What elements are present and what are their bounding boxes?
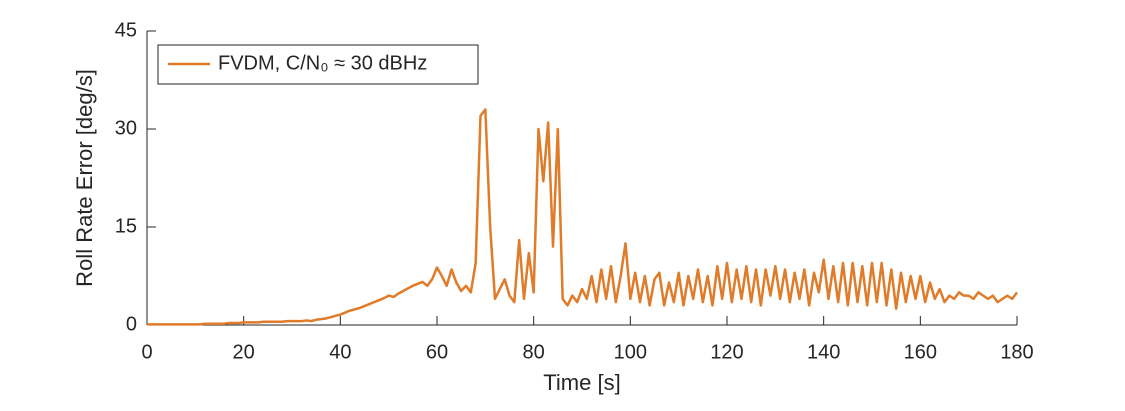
x-tick-label: 60 — [426, 341, 448, 363]
data-line — [147, 108, 1019, 326]
x-tick-label: 20 — [233, 341, 255, 363]
x-axis-label: Time [s] — [543, 370, 620, 395]
y-tick-label: 30 — [115, 117, 137, 139]
x-tick-label: 100 — [614, 341, 647, 363]
legend-box — [157, 44, 479, 85]
x-tick-label: 80 — [523, 341, 545, 363]
x-tick-label: 120 — [710, 341, 743, 363]
y-tick-label: 0 — [126, 313, 137, 335]
y-tick-label: 15 — [115, 215, 137, 237]
x-tick-label: 40 — [329, 341, 351, 363]
x-tick-label: 160 — [904, 341, 937, 363]
x-tick-label: 180 — [1000, 341, 1033, 363]
y-tick-label: 45 — [115, 19, 137, 41]
x-tick-label: 140 — [807, 341, 840, 363]
x-tick-label: 0 — [141, 341, 152, 363]
y-axis-label: Roll Rate Error [deg/s] — [72, 69, 97, 287]
legend-label: FVDM, C/N₀ ≈ 30 dBHz — [218, 52, 427, 74]
